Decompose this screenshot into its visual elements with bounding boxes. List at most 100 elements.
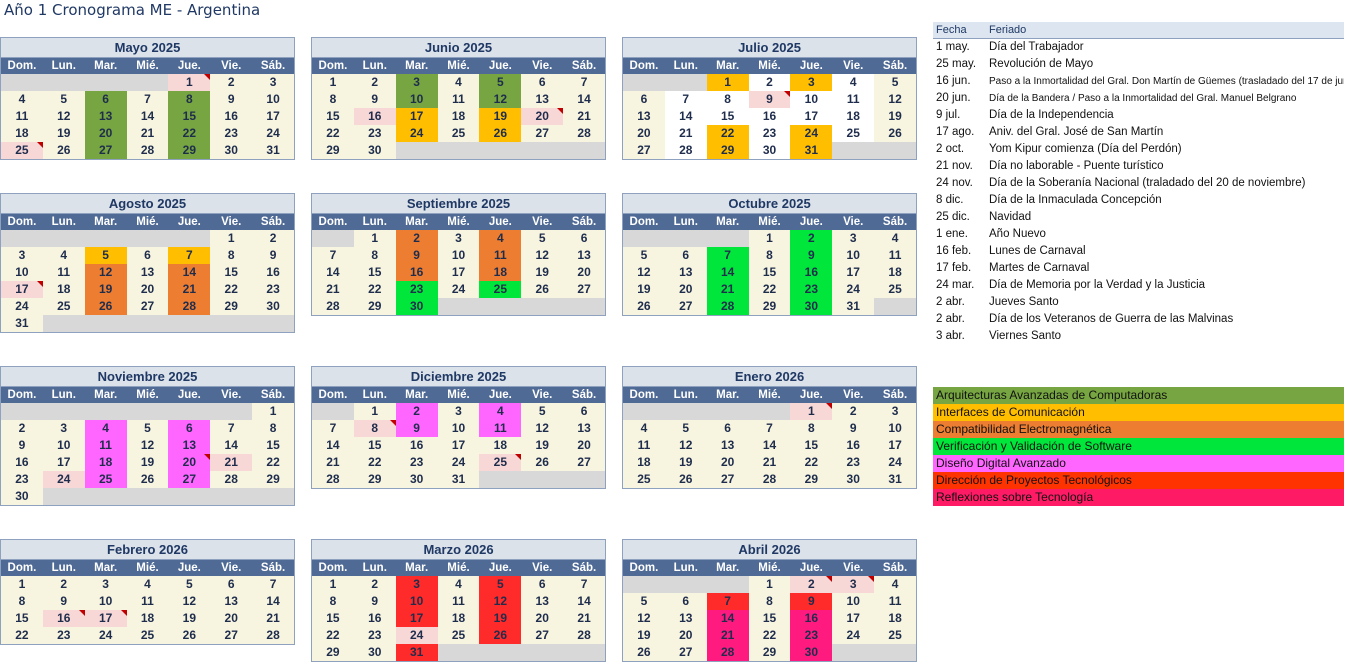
day-cell[interactable]: 17 — [832, 264, 875, 281]
day-cell[interactable]: 27 — [664, 644, 707, 661]
day-cell[interactable]: 10 — [42, 437, 85, 454]
day-cell[interactable]: 8 — [706, 91, 749, 108]
day-cell[interactable]: 8 — [353, 420, 396, 437]
day-cell[interactable]: 20 — [623, 125, 665, 142]
day-cell[interactable]: 12 — [664, 437, 707, 454]
day-cell[interactable]: 25 — [623, 471, 665, 488]
day-cell[interactable]: 29 — [748, 644, 791, 661]
day-cell[interactable]: 11 — [479, 420, 522, 437]
day-cell[interactable]: 12 — [479, 593, 522, 610]
day-cell[interactable]: 31 — [395, 644, 438, 661]
day-cell[interactable]: 6 — [521, 576, 564, 593]
day-cell[interactable]: 28 — [126, 142, 169, 159]
day-cell[interactable]: 23 — [790, 281, 833, 298]
day-cell[interactable]: 12 — [874, 91, 916, 108]
day-cell[interactable]: 19 — [84, 281, 127, 298]
day-cell[interactable]: 28 — [312, 298, 354, 315]
day-cell[interactable]: 19 — [874, 108, 916, 125]
day-cell[interactable]: 4 — [874, 230, 916, 247]
day-cell[interactable]: 12 — [479, 91, 522, 108]
day-cell[interactable]: 1 — [748, 230, 791, 247]
day-cell[interactable]: 22 — [312, 627, 354, 644]
day-cell[interactable]: 17 — [790, 108, 833, 125]
day-cell[interactable]: 14 — [312, 264, 354, 281]
day-cell[interactable]: 4 — [832, 74, 875, 91]
day-cell[interactable]: 8 — [168, 91, 211, 108]
day-cell[interactable]: 7 — [706, 593, 749, 610]
day-cell[interactable]: 7 — [312, 247, 354, 264]
day-cell[interactable]: 17 — [252, 108, 294, 125]
day-cell[interactable]: 17 — [874, 437, 916, 454]
day-cell[interactable]: 7 — [563, 74, 605, 91]
day-cell[interactable]: 20 — [84, 125, 127, 142]
day-cell[interactable]: 7 — [748, 420, 791, 437]
day-cell[interactable]: 10 — [790, 91, 833, 108]
day-cell[interactable]: 5 — [521, 230, 564, 247]
day-cell[interactable]: 28 — [664, 142, 707, 159]
day-cell[interactable]: 3 — [42, 420, 85, 437]
day-cell[interactable]: 13 — [126, 264, 169, 281]
day-cell[interactable]: 6 — [623, 91, 665, 108]
day-cell[interactable]: 7 — [664, 91, 707, 108]
day-cell[interactable]: 6 — [664, 593, 707, 610]
day-cell[interactable]: 20 — [563, 264, 605, 281]
day-cell[interactable]: 15 — [312, 610, 354, 627]
day-cell[interactable]: 1 — [748, 576, 791, 593]
day-cell[interactable]: 19 — [479, 610, 522, 627]
day-cell[interactable]: 4 — [623, 420, 665, 437]
day-cell[interactable]: 24 — [437, 454, 480, 471]
day-cell[interactable]: 30 — [790, 298, 833, 315]
day-cell[interactable]: 17 — [42, 454, 85, 471]
day-cell[interactable]: 9 — [42, 593, 85, 610]
day-cell[interactable]: 28 — [252, 627, 294, 644]
day-cell[interactable]: 30 — [832, 471, 875, 488]
day-cell[interactable]: 7 — [168, 247, 211, 264]
day-cell[interactable]: 16 — [353, 108, 396, 125]
day-cell[interactable]: 2 — [252, 230, 294, 247]
day-cell[interactable]: 14 — [706, 264, 749, 281]
day-cell[interactable]: 5 — [84, 247, 127, 264]
day-cell[interactable]: 21 — [748, 454, 791, 471]
day-cell[interactable]: 20 — [210, 610, 253, 627]
day-cell[interactable]: 9 — [790, 593, 833, 610]
day-cell[interactable]: 8 — [1, 593, 43, 610]
day-cell[interactable]: 21 — [664, 125, 707, 142]
day-cell[interactable]: 26 — [623, 298, 665, 315]
day-cell[interactable]: 27 — [623, 142, 665, 159]
day-cell[interactable]: 6 — [563, 230, 605, 247]
day-cell[interactable]: 30 — [395, 298, 438, 315]
day-cell[interactable]: 31 — [1, 315, 43, 332]
day-cell[interactable]: 23 — [353, 627, 396, 644]
day-cell[interactable]: 12 — [84, 264, 127, 281]
day-cell[interactable]: 2 — [790, 230, 833, 247]
day-cell[interactable]: 26 — [168, 627, 211, 644]
day-cell[interactable]: 18 — [126, 610, 169, 627]
day-cell[interactable]: 13 — [623, 108, 665, 125]
day-cell[interactable]: 22 — [353, 281, 396, 298]
day-cell[interactable]: 21 — [563, 610, 605, 627]
day-cell[interactable]: 15 — [748, 610, 791, 627]
day-cell[interactable]: 30 — [395, 471, 438, 488]
day-cell[interactable]: 29 — [748, 298, 791, 315]
day-cell[interactable]: 6 — [210, 576, 253, 593]
day-cell[interactable]: 8 — [252, 420, 294, 437]
day-cell[interactable]: 17 — [1, 281, 43, 298]
day-cell[interactable]: 5 — [479, 74, 522, 91]
day-cell[interactable]: 29 — [706, 142, 749, 159]
day-cell[interactable]: 19 — [42, 125, 85, 142]
day-cell[interactable]: 10 — [252, 91, 294, 108]
day-cell[interactable]: 3 — [395, 74, 438, 91]
day-cell[interactable]: 18 — [437, 108, 480, 125]
day-cell[interactable]: 20 — [168, 454, 211, 471]
day-cell[interactable]: 26 — [521, 281, 564, 298]
day-cell[interactable]: 1 — [353, 403, 396, 420]
day-cell[interactable]: 13 — [664, 264, 707, 281]
day-cell[interactable]: 15 — [312, 108, 354, 125]
day-cell[interactable]: 17 — [395, 610, 438, 627]
day-cell[interactable]: 30 — [252, 298, 294, 315]
day-cell[interactable]: 4 — [42, 247, 85, 264]
day-cell[interactable]: 17 — [84, 610, 127, 627]
day-cell[interactable]: 16 — [748, 108, 791, 125]
day-cell[interactable]: 24 — [42, 471, 85, 488]
day-cell[interactable]: 2 — [748, 74, 791, 91]
